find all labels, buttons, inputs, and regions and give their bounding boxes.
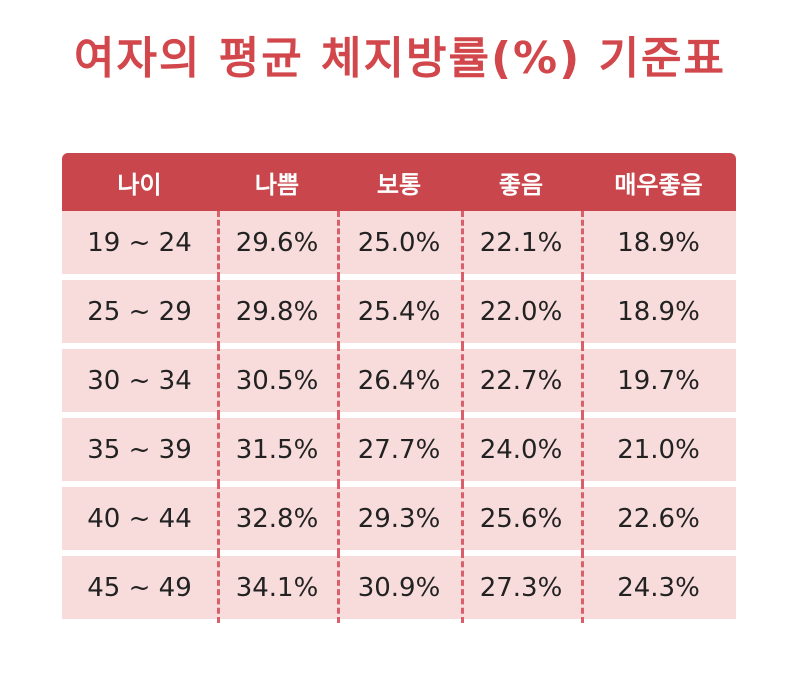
very-good-cell: 21.0% (581, 414, 736, 485)
good-cell: 24.0% (461, 414, 581, 485)
bad-cell: 32.8% (217, 483, 337, 554)
good-cell: 27.3% (461, 552, 581, 623)
bad-cell: 29.6% (217, 211, 337, 278)
header-normal: 보통 (376, 170, 422, 199)
bad-cell: 34.1% (217, 552, 337, 623)
age-cell: 19 ~ 24 (87, 227, 192, 258)
age-cell: 45 ~ 49 (87, 572, 192, 603)
very-good-cell: 22.6% (581, 483, 736, 554)
very-good-cell: 18.9% (581, 211, 736, 278)
bad-cell: 30.5% (217, 345, 337, 416)
bad-cell: 31.5% (217, 414, 337, 485)
header-bad: 나쁨 (254, 170, 300, 199)
normal-cell: 27.7% (337, 414, 461, 485)
table-row: 19 ~ 24 29.6% 25.0% 22.1% 18.9% (62, 211, 736, 278)
bad-cell: 29.8% (217, 276, 337, 347)
table-header: 나이 나쁨 보통 좋음 매우좋음 (62, 153, 736, 211)
normal-cell: 25.0% (337, 211, 461, 278)
normal-cell: 25.4% (337, 276, 461, 347)
good-cell: 22.0% (461, 276, 581, 347)
very-good-cell: 18.9% (581, 276, 736, 347)
good-cell: 25.6% (461, 483, 581, 554)
normal-cell: 26.4% (337, 345, 461, 416)
table-row: 45 ~ 49 34.1% 30.9% 27.3% 24.3% (62, 552, 736, 623)
age-cell: 25 ~ 29 (87, 296, 192, 327)
table-row: 35 ~ 39 31.5% 27.7% 24.0% 21.0% (62, 414, 736, 485)
very-good-cell: 24.3% (581, 552, 736, 623)
header-age: 나이 (117, 170, 162, 199)
header-very-good: 매우좋음 (614, 170, 703, 199)
good-cell: 22.1% (461, 211, 581, 278)
body-fat-table: 나이 나쁨 보통 좋음 매우좋음 19 ~ 24 29.6% 25.0% 22.… (62, 153, 736, 623)
header-good: 좋음 (498, 170, 544, 199)
age-cell: 30 ~ 34 (87, 365, 192, 396)
good-cell: 22.7% (461, 345, 581, 416)
table-row: 40 ~ 44 32.8% 29.3% 25.6% 22.6% (62, 483, 736, 554)
age-cell: 40 ~ 44 (87, 503, 192, 534)
table-row: 25 ~ 29 29.8% 25.4% 22.0% 18.9% (62, 276, 736, 347)
table-row: 30 ~ 34 30.5% 26.4% 22.7% 19.7% (62, 345, 736, 416)
very-good-cell: 19.7% (581, 345, 736, 416)
normal-cell: 30.9% (337, 552, 461, 623)
age-cell: 35 ~ 39 (87, 434, 192, 465)
page-title: 여자의 평균 체지방률(%) 기준표 (73, 33, 727, 84)
normal-cell: 29.3% (337, 483, 461, 554)
